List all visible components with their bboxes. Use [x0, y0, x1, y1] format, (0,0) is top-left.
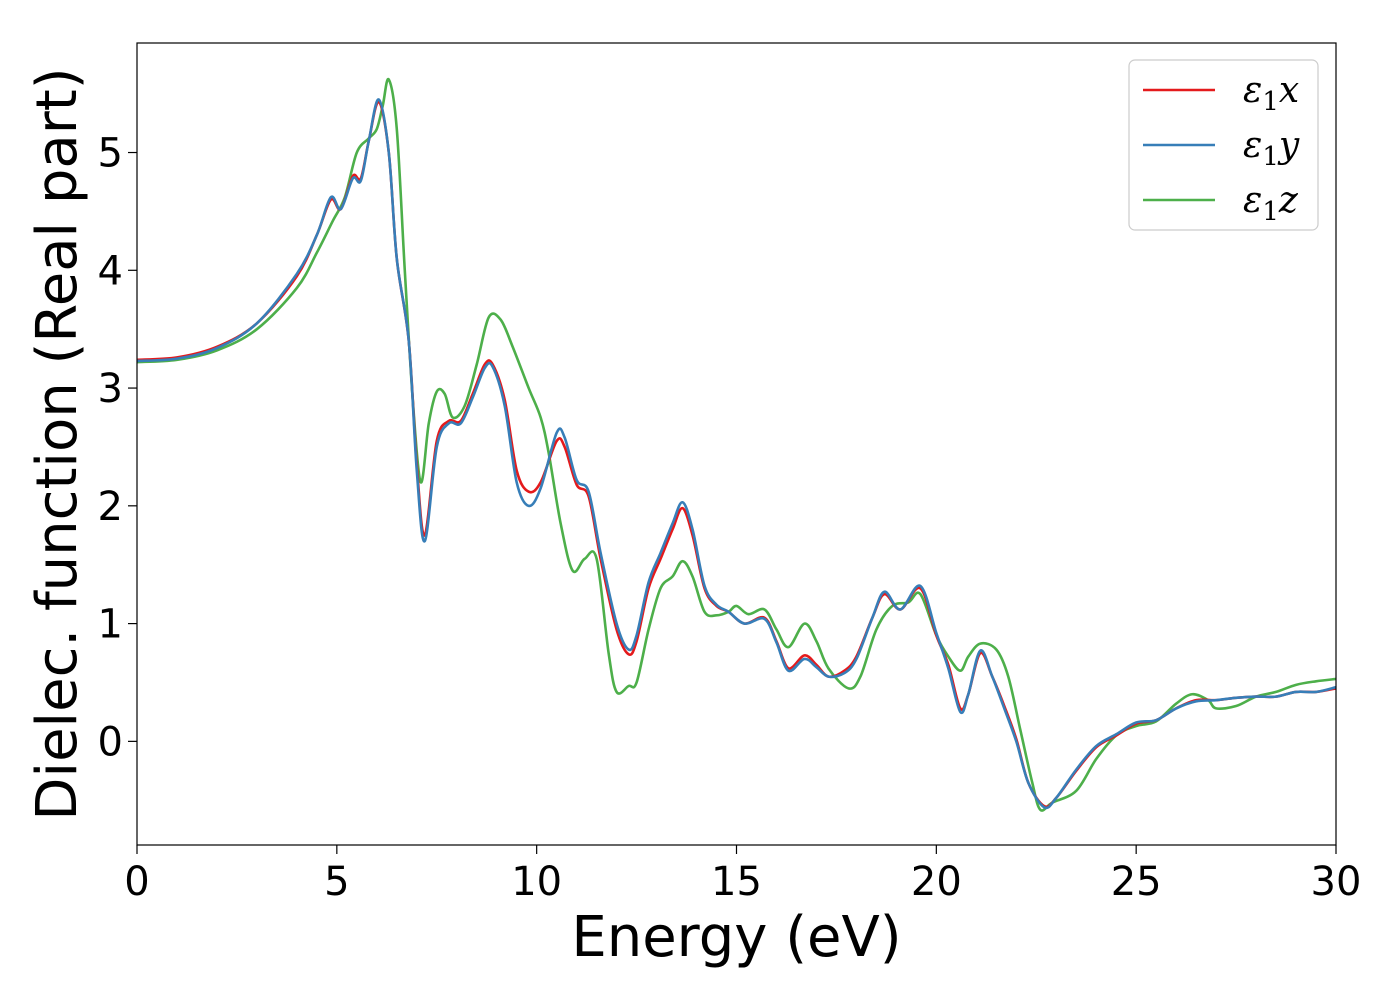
y-tick-label: 0 — [98, 719, 123, 765]
series-line-eps1z — [137, 77, 1336, 812]
legend-box — [1128, 59, 1319, 231]
y-axis-title: Dielec. function (Real part) — [25, 67, 90, 820]
legend-label: ε1x — [1243, 70, 1299, 117]
y-tick-label: 4 — [98, 248, 123, 294]
x-tick-label: 25 — [1111, 859, 1162, 905]
legend-label: ε1y — [1243, 125, 1300, 172]
y-tick-label: 2 — [98, 484, 123, 530]
series-layer — [137, 77, 1336, 812]
x-tick-label: 0 — [124, 859, 149, 905]
y-axis-ticks: 0 1 2 3 4 5 — [98, 131, 137, 765]
y-tick-label: 5 — [98, 131, 123, 177]
x-tick-label: 5 — [324, 859, 349, 905]
y-tick-label: 1 — [98, 602, 123, 648]
legend-label: ε1z — [1243, 180, 1299, 227]
x-tick-label: 20 — [911, 859, 962, 905]
x-tick-label: 30 — [1311, 859, 1362, 905]
series-line-eps1y — [137, 98, 1336, 810]
x-tick-label: 10 — [511, 859, 562, 905]
x-axis-ticks: 0 5 10 15 20 25 30 — [124, 845, 1361, 905]
y-tick-label: 3 — [98, 366, 123, 412]
x-axis-title: Energy (eV) — [571, 905, 901, 970]
x-tick-label: 15 — [711, 859, 762, 905]
legend: ε1x ε1y ε1z — [1128, 59, 1319, 231]
